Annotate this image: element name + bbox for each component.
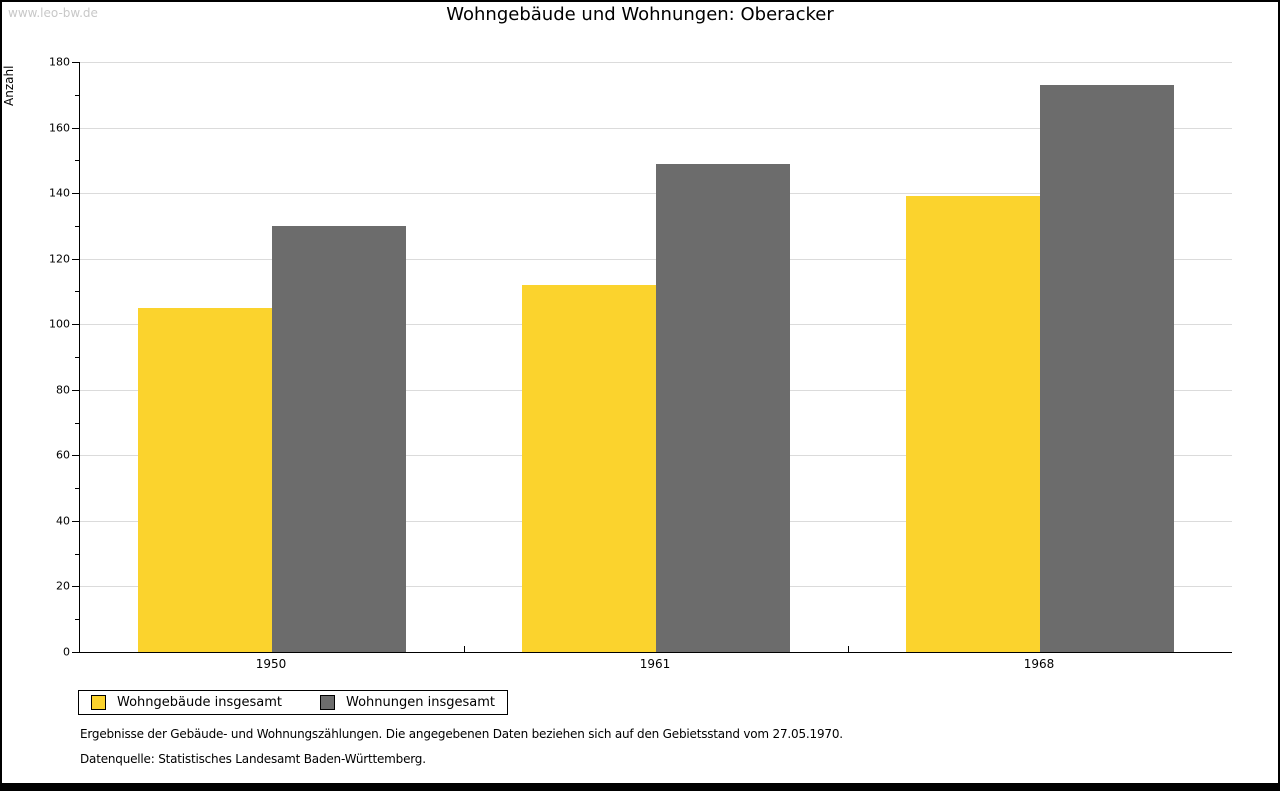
legend: Wohngebäude insgesamt Wohnungen insgesamt bbox=[78, 690, 508, 715]
chart-title: Wohngebäude und Wohnungen: Oberacker bbox=[446, 4, 834, 25]
y-major-tick-40 bbox=[72, 521, 79, 522]
y-major-tick-140 bbox=[72, 193, 79, 194]
bar-wohnungen-1950 bbox=[272, 226, 406, 652]
bar-wohnungen-1961 bbox=[656, 164, 790, 652]
y-minor-tick-150 bbox=[75, 160, 79, 161]
y-major-tick-80 bbox=[72, 390, 79, 391]
y-major-tick-160 bbox=[72, 128, 79, 129]
y-tick-label-120: 120 bbox=[49, 252, 70, 266]
footnote-source-note: Ergebnisse der Gebäude- und Wohnungszähl… bbox=[80, 727, 843, 741]
bar-wohngebaeude-1961 bbox=[522, 285, 656, 652]
legend-swatch-wohngebaeude bbox=[91, 695, 106, 710]
x-category-label-1961: 1961 bbox=[639, 657, 671, 671]
y-major-tick-60 bbox=[72, 455, 79, 456]
y-tick-label-140: 140 bbox=[49, 186, 70, 200]
plot-area bbox=[72, 62, 1232, 653]
x-boundary-tick-2 bbox=[848, 646, 849, 652]
y-major-tick-180 bbox=[72, 62, 79, 63]
legend-label-wohnungen: Wohnungen insgesamt bbox=[346, 695, 495, 710]
bar-wohnungen-1968 bbox=[1040, 85, 1174, 652]
legend-swatch-wohnungen bbox=[320, 695, 335, 710]
legend-label-wohngebaeude: Wohngebäude insgesamt bbox=[117, 695, 282, 710]
y-tick-label-80: 80 bbox=[56, 383, 70, 397]
y-tick-label-60: 60 bbox=[56, 448, 70, 462]
y-minor-tick-170 bbox=[75, 95, 79, 96]
legend-item-wohnungen: Wohnungen insgesamt bbox=[320, 695, 495, 710]
bar-wohngebaeude-1950 bbox=[138, 308, 272, 652]
y-major-tick-100 bbox=[72, 324, 79, 325]
legend-item-wohngebaeude: Wohngebäude insgesamt bbox=[91, 695, 282, 710]
y-tick-label-20: 20 bbox=[56, 579, 70, 593]
y-minor-tick-70 bbox=[75, 423, 79, 424]
watermark: www.leo-bw.de bbox=[8, 6, 98, 20]
gridline-180 bbox=[80, 62, 1232, 63]
y-tick-label-40: 40 bbox=[56, 514, 70, 528]
y-minor-tick-110 bbox=[75, 291, 79, 292]
x-boundary-tick-1 bbox=[464, 646, 465, 652]
y-major-tick-0 bbox=[72, 652, 79, 653]
y-tick-label-180: 180 bbox=[49, 55, 70, 69]
y-tick-label-160: 160 bbox=[49, 121, 70, 135]
y-minor-tick-130 bbox=[75, 226, 79, 227]
x-category-label-1968: 1968 bbox=[1023, 657, 1055, 671]
footnote-data-source: Datenquelle: Statistisches Landesamt Bad… bbox=[80, 752, 426, 766]
x-axis-labels: 1950 1961 1968 bbox=[79, 657, 1231, 671]
y-major-tick-120 bbox=[72, 259, 79, 260]
x-category-label-1950: 1950 bbox=[255, 657, 287, 671]
y-tick-label-100: 100 bbox=[49, 317, 70, 331]
gridline-160 bbox=[80, 128, 1232, 129]
y-minor-tick-30 bbox=[75, 554, 79, 555]
y-minor-tick-50 bbox=[75, 488, 79, 489]
y-minor-tick-90 bbox=[75, 357, 79, 358]
y-major-tick-20 bbox=[72, 586, 79, 587]
bar-wohngebaeude-1968 bbox=[906, 196, 1040, 652]
y-tick-label-0: 0 bbox=[63, 645, 70, 659]
y-axis-labels: 0 20 40 60 80 100 120 140 160 180 bbox=[2, 56, 70, 659]
y-minor-tick-10 bbox=[75, 619, 79, 620]
